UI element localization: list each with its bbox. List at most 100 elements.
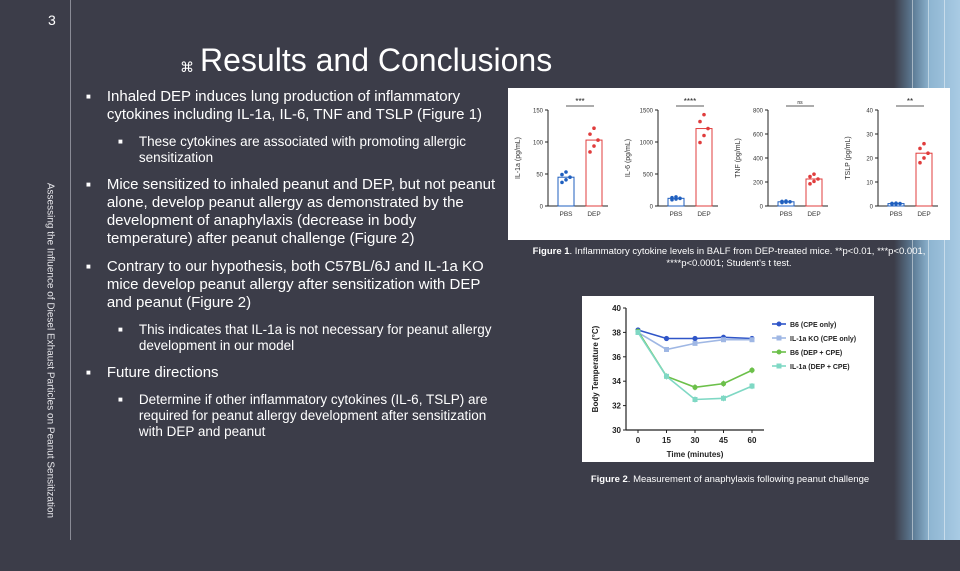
data-point: [926, 151, 930, 155]
y-tick-label: 30: [866, 133, 873, 139]
data-point: [922, 141, 926, 146]
y-tick-label: 1500: [640, 109, 654, 115]
data-point: [788, 200, 792, 204]
data-point: [918, 146, 922, 151]
y-axis-label: IL-6 (pg/mL): [625, 139, 632, 177]
x-tick-label: DEP: [807, 211, 820, 218]
data-point: [698, 119, 702, 124]
data-point: [568, 175, 572, 179]
figure1-panel: 0 50 100 150 IL-1a (pg/mL) PBS DEP *** 0 500 1000 1…: [508, 88, 950, 240]
data-point: [702, 112, 706, 117]
data-point: [560, 172, 564, 177]
series-marker: [749, 367, 755, 373]
series-marker: [692, 384, 698, 390]
x-tick-label: 60: [748, 436, 757, 445]
x-tick-label: DEP: [697, 211, 710, 218]
series-marker: [692, 335, 698, 342]
y-tick-label: 150: [533, 109, 544, 115]
legend-marker: [776, 349, 782, 355]
bullet-item: ■ Future directions: [86, 364, 219, 381]
x-tick-label: PBS: [889, 211, 903, 218]
y-tick-label: 30: [612, 426, 621, 435]
figure1-caption: Figure 1. Inflammatory cytokine levels i…: [532, 246, 926, 269]
y-tick-label: 38: [612, 328, 621, 337]
legend-marker: [776, 335, 782, 341]
sub-bullet-item: ■ This indicates that IL-1a is not necess…: [118, 322, 492, 353]
x-tick-label: DEP: [917, 211, 930, 218]
series-marker: [721, 395, 726, 401]
bullet-icon: ■: [86, 180, 91, 189]
x-tick-label: PBS: [669, 211, 683, 218]
slide-number: 3: [48, 12, 56, 28]
data-point: [894, 201, 898, 205]
data-point: [898, 201, 902, 206]
data-point: [890, 201, 894, 206]
legend-label: B6 (CPE only): [790, 322, 836, 329]
data-point: [702, 133, 706, 138]
figure2-caption: Figure 2. Measurement of anaphylaxis fol…: [590, 474, 870, 485]
y-tick-label: 200: [753, 181, 764, 187]
bar: [557, 176, 575, 207]
y-tick-label: 20: [866, 157, 873, 163]
series-marker: [720, 381, 727, 387]
data-point: [592, 144, 596, 148]
series-marker: [692, 397, 698, 402]
data-point: [588, 150, 592, 154]
series-marker: [721, 337, 726, 343]
data-point: [588, 132, 592, 136]
y-axis-label: TNF (pg/mL): [735, 138, 742, 178]
x-tick-label: 0: [636, 436, 641, 445]
y-tick-label: 40: [866, 109, 873, 115]
data-point: [592, 126, 596, 131]
y-tick-label: 0: [650, 205, 654, 211]
legend-label: B6 (DEP + CPE): [790, 350, 842, 357]
bullet-list: ■ Inhaled DEP induces lung production of …: [86, 88, 496, 450]
figure2-chart: 30 32 34 36 38 40 0 15 30 45 60 Time (minutes) Body …: [591, 304, 856, 459]
data-point: [918, 160, 922, 165]
y-tick-label: 36: [612, 353, 621, 362]
data-point: [816, 177, 820, 181]
legend-marker: [776, 363, 782, 369]
x-tick-label: 15: [662, 436, 671, 445]
y-tick-label: 400: [753, 157, 764, 163]
vertical-side-title: Assessing the Influence of Diesel Exhaus…: [44, 182, 56, 519]
y-tick-label: 0: [540, 205, 544, 211]
y-tick-label: 32: [612, 402, 621, 411]
data-point: [678, 196, 682, 201]
bar: [585, 139, 603, 207]
x-tick-label: DEP: [587, 211, 600, 218]
y-tick-label: 500: [643, 173, 654, 179]
decorative-strip: [894, 0, 960, 540]
significance-label: ns: [797, 100, 803, 106]
x-tick-label: 30: [691, 436, 700, 445]
divider-line: [70, 0, 71, 540]
bullet-icon: ■: [86, 92, 91, 101]
bullet-item: ■ Mice sensitized to inhaled peanut and D…: [86, 176, 496, 247]
legend-label: IL-1a (DEP + CPE): [790, 364, 850, 371]
bullet-icon: ■: [86, 262, 91, 271]
data-point: [780, 199, 784, 204]
y-axis-label: Body Temperature (°C): [591, 325, 600, 412]
x-tick-label: PBS: [559, 211, 573, 218]
data-point: [808, 182, 812, 186]
data-point: [564, 177, 568, 182]
data-point: [596, 138, 600, 142]
series-marker: [749, 383, 755, 389]
bullet-icon: ■: [118, 137, 123, 146]
sub-bullet-item: ■ Determine if other inflammatory cytokin…: [118, 392, 488, 439]
y-axis-label: TSLP (pg/mL): [845, 136, 852, 179]
figure2-panel: 30 32 34 36 38 40 0 15 30 45 60 Time (minutes) Body …: [582, 296, 874, 462]
y-tick-label: 40: [612, 304, 621, 313]
data-point: [698, 140, 702, 145]
legend-label: IL-1a KO (CPE only): [790, 336, 856, 343]
data-point: [812, 179, 816, 184]
bullet-item: ■ Inhaled DEP induces lung production of …: [86, 88, 483, 123]
data-point: [812, 172, 816, 176]
data-point: [674, 195, 678, 199]
data-point: [922, 156, 926, 160]
data-point: [808, 174, 812, 179]
series-marker: [635, 329, 641, 335]
significance-label: ****: [684, 97, 696, 106]
y-tick-label: 600: [753, 133, 764, 139]
